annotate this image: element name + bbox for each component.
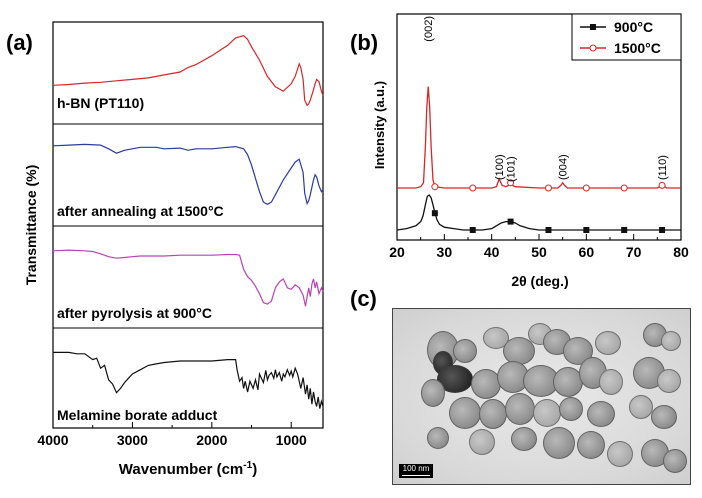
- panel-a-xlabel: Wavenumber (cm-1): [119, 460, 257, 478]
- nanoparticle: [651, 405, 677, 429]
- x-tick-label: 20: [389, 244, 405, 260]
- xrd-marker: [659, 227, 666, 233]
- x-tick-label: 4000: [37, 432, 68, 448]
- ftir-series-label: after annealing at 1500°C: [57, 203, 224, 219]
- ftir-series-label: h-BN (PT110): [57, 95, 144, 111]
- nanoparticle: [437, 365, 473, 393]
- xrd-series-line: [397, 86, 681, 189]
- xrd-marker: [507, 179, 515, 187]
- nanoparticle: [453, 339, 477, 363]
- xrd-marker: [544, 184, 552, 192]
- ftir-series-label: Melamine borate adduct: [57, 407, 218, 423]
- xrd-marker: [545, 227, 552, 233]
- nanoparticle: [511, 427, 537, 451]
- x-tick-label: 70: [626, 244, 642, 260]
- nanoparticle: [421, 379, 445, 407]
- scale-bar-line: [402, 475, 430, 476]
- hkl-annotation: (101): [506, 156, 518, 182]
- panel-c-label: (c): [350, 286, 377, 311]
- xrd-marker: [431, 183, 439, 191]
- nanoparticle: [471, 369, 501, 399]
- legend-label-900: 900°C: [614, 19, 653, 35]
- legend-label-1500: 1500°C: [614, 40, 661, 56]
- panel-a-frame: [52, 21, 324, 429]
- nanoparticle: [427, 427, 449, 449]
- legend-marker-900: [590, 24, 596, 30]
- nanoparticle: [479, 399, 507, 429]
- nanoparticle: [503, 337, 535, 365]
- hkl-annotation: (110): [657, 155, 669, 180]
- nanoparticle: [663, 449, 687, 473]
- xrd-marker: [469, 184, 477, 192]
- panel-b-xrd-chart: (002) (100) (101) (004) (110) 20 30 40 50 60 70 80…: [372, 13, 689, 289]
- scale-bar-label: 100 nm: [402, 464, 430, 473]
- nanoparticle: [469, 429, 495, 455]
- x-tick-label: 80: [673, 244, 689, 260]
- hkl-annotation: (100): [494, 154, 506, 180]
- x-tick-label: 1000: [276, 432, 307, 448]
- x-tick-label: 2000: [196, 432, 227, 448]
- nanoparticle: [505, 393, 535, 425]
- nanoparticle: [595, 331, 621, 355]
- nanoparticle: [657, 369, 681, 393]
- panel-a-ylabel: Transmittance (%): [23, 165, 39, 286]
- ftir-series-line: [52, 249, 324, 307]
- nanoparticle: [607, 441, 633, 467]
- xrd-marker: [431, 210, 438, 217]
- panel-b-xlabel: 2θ (deg.): [511, 273, 568, 289]
- hkl-annotation: (004): [558, 154, 570, 180]
- nanoparticle: [533, 399, 561, 427]
- legend-marker-1500: [589, 44, 597, 52]
- x-tick-label: 60: [579, 244, 595, 260]
- nanoparticle: [587, 401, 615, 427]
- panel-b-legend: 900°C 1500°C: [571, 13, 682, 61]
- legend-box: [571, 13, 682, 61]
- xrd-marker: [658, 181, 666, 189]
- nanoparticle: [483, 327, 509, 349]
- ftir-series-line: [53, 351, 324, 409]
- ftir-series-line: [52, 35, 324, 107]
- xrd-marker: [620, 184, 628, 192]
- x-tick-label: 30: [437, 244, 453, 260]
- nanoparticle: [629, 395, 653, 419]
- panel-c-tem-image: 100 nm: [392, 308, 691, 485]
- xrd-marker: [621, 227, 628, 233]
- xrd-series-line: [396, 194, 681, 231]
- ftir-series-label: after pyrolysis at 900°C: [57, 305, 212, 321]
- nanoparticle: [577, 431, 605, 459]
- nanoparticle: [543, 427, 575, 459]
- xrd-marker: [469, 227, 476, 233]
- xrd-marker: [582, 184, 590, 192]
- panel-a-ftir-chart: h-BN (PT110) after annealing at 1500°C aft…: [23, 21, 324, 478]
- xrd-marker: [583, 227, 590, 233]
- nanoparticle: [559, 397, 583, 421]
- nanoparticle: [599, 369, 623, 395]
- scale-bar: 100 nm: [399, 464, 433, 478]
- nanoparticle: [661, 331, 681, 351]
- panel-a-label: (a): [6, 30, 33, 55]
- panel-b-label: (b): [350, 30, 378, 55]
- hkl-annotation: (002): [423, 16, 435, 42]
- panel-b-ylabel: Intensity (a.u.): [372, 81, 387, 169]
- x-tick-label: 3000: [117, 432, 148, 448]
- nanoparticle: [449, 397, 481, 429]
- x-tick-label: 40: [484, 244, 500, 260]
- x-tick-label: 50: [531, 244, 547, 260]
- ftir-series-line: [52, 143, 324, 206]
- xrd-marker: [507, 218, 514, 225]
